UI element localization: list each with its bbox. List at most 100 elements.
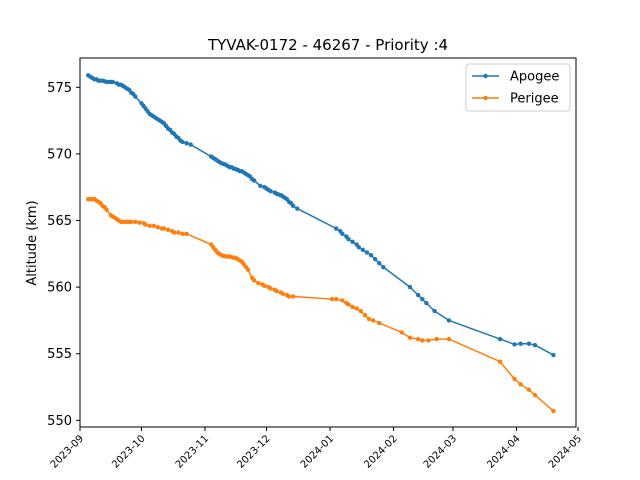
y-tick-label: 560: [47, 281, 72, 296]
apogee-point: [372, 256, 378, 262]
perigee-point: [362, 312, 368, 318]
apogee-legend-label: Apogee: [510, 70, 559, 85]
perigee-point: [354, 306, 359, 311]
apogee-point: [133, 94, 138, 99]
perigee-point: [286, 294, 292, 299]
perigee-point: [143, 222, 148, 227]
apogee-point: [518, 341, 523, 346]
perigee-point: [280, 291, 286, 296]
apogee-point: [180, 139, 185, 145]
perigee-point: [340, 298, 345, 303]
x-tick-label: 2023-12: [235, 433, 272, 470]
apogee-point: [497, 336, 503, 342]
perigee-point: [268, 286, 273, 291]
perigee-point: [129, 219, 134, 225]
perigee-point: [551, 408, 556, 414]
tick-layer: 550 555 560 565 570 575 2023-09 2023-10 2023-11 2…: [47, 81, 584, 471]
perigee-point: [346, 302, 351, 307]
perigee-point: [434, 336, 439, 342]
x-tick-label: 2023-10: [110, 433, 147, 470]
chart-title: TYVAK-0172 - 46267 - Priority :4: [207, 36, 448, 54]
perigee-point: [256, 280, 261, 286]
perigee-series-line: [88, 198, 554, 412]
perigee-point: [426, 338, 431, 343]
perigee-point: [420, 338, 425, 343]
perigee-point: [184, 231, 189, 237]
apogee-point: [432, 308, 437, 314]
apogee-point: [258, 183, 263, 189]
apogee-point: [368, 252, 374, 258]
apogee-point: [360, 247, 366, 253]
perigee-point: [329, 296, 335, 302]
perigee-point: [133, 219, 138, 225]
apogee-point: [356, 244, 361, 250]
apogee-point: [252, 178, 257, 183]
perigee-point: [512, 376, 517, 382]
apogee-point: [364, 250, 370, 255]
perigee-point: [137, 220, 142, 225]
perigee-point: [407, 335, 413, 340]
apogee-point: [381, 264, 386, 270]
perigee-point: [532, 392, 538, 398]
perigee-point: [165, 227, 171, 233]
series-layer: [86, 73, 556, 414]
x-tick-label: 2023-11: [174, 433, 211, 470]
perigee-point: [104, 207, 109, 213]
perigee-point: [358, 308, 363, 314]
apogee-point: [184, 141, 189, 146]
perigee-point: [497, 359, 503, 364]
perigee-point: [399, 330, 404, 335]
perigee-point: [415, 336, 421, 342]
perigee-point: [334, 296, 339, 302]
apogee-point: [334, 226, 339, 231]
perigee-point: [262, 283, 267, 288]
y-tick-label: 570: [47, 147, 72, 162]
perigee-legend-label: Perigee: [510, 92, 559, 107]
perigee-point: [518, 382, 523, 387]
apogee-point: [532, 342, 538, 348]
perigee-point: [245, 267, 251, 273]
perigee-point: [151, 223, 156, 229]
apogee-point: [350, 239, 355, 245]
x-tick-label: 2024-01: [299, 433, 336, 470]
apogee-point: [420, 296, 425, 302]
apogee-point: [110, 79, 115, 85]
apogee-point: [415, 292, 421, 298]
perigee-point: [161, 226, 167, 231]
perigee-point: [274, 288, 279, 294]
y-tick-label: 565: [47, 214, 72, 229]
perigee-point: [176, 230, 181, 235]
apogee-point: [295, 206, 300, 211]
x-tick-label: 2024-04: [485, 433, 522, 470]
perigee-point: [252, 278, 257, 283]
perigee-point: [370, 318, 376, 323]
apogee-point: [377, 260, 382, 266]
perigee-point: [290, 294, 296, 299]
plot-frame: [79, 57, 577, 428]
perigee-point: [147, 223, 152, 229]
apogee-point: [188, 142, 193, 147]
perigee-point: [366, 316, 372, 322]
x-tick-label: 2024-05: [547, 433, 584, 470]
apogee-point: [551, 352, 556, 358]
apogee-point: [424, 300, 429, 306]
apogee-point: [340, 231, 345, 237]
perigee-point: [350, 304, 355, 310]
apogee-point: [268, 189, 273, 194]
x-tick-label: 2023-09: [49, 433, 86, 470]
x-tick-label: 2024-03: [422, 433, 459, 470]
apogee-point: [407, 284, 413, 290]
y-axis-label: Altitude (km): [25, 200, 40, 285]
apogee-point: [512, 342, 517, 347]
x-tick-label: 2024-02: [362, 433, 399, 470]
perigee-point: [155, 224, 161, 230]
apogee-point: [446, 318, 452, 323]
apogee-point: [526, 341, 532, 346]
perigee-point: [446, 336, 452, 342]
legend-items: Apogee Perigee: [472, 70, 559, 107]
legend: Apogee Perigee: [465, 63, 571, 112]
y-tick-label: 555: [47, 347, 72, 362]
perigee-point: [377, 320, 382, 326]
perigee-point: [526, 387, 532, 392]
